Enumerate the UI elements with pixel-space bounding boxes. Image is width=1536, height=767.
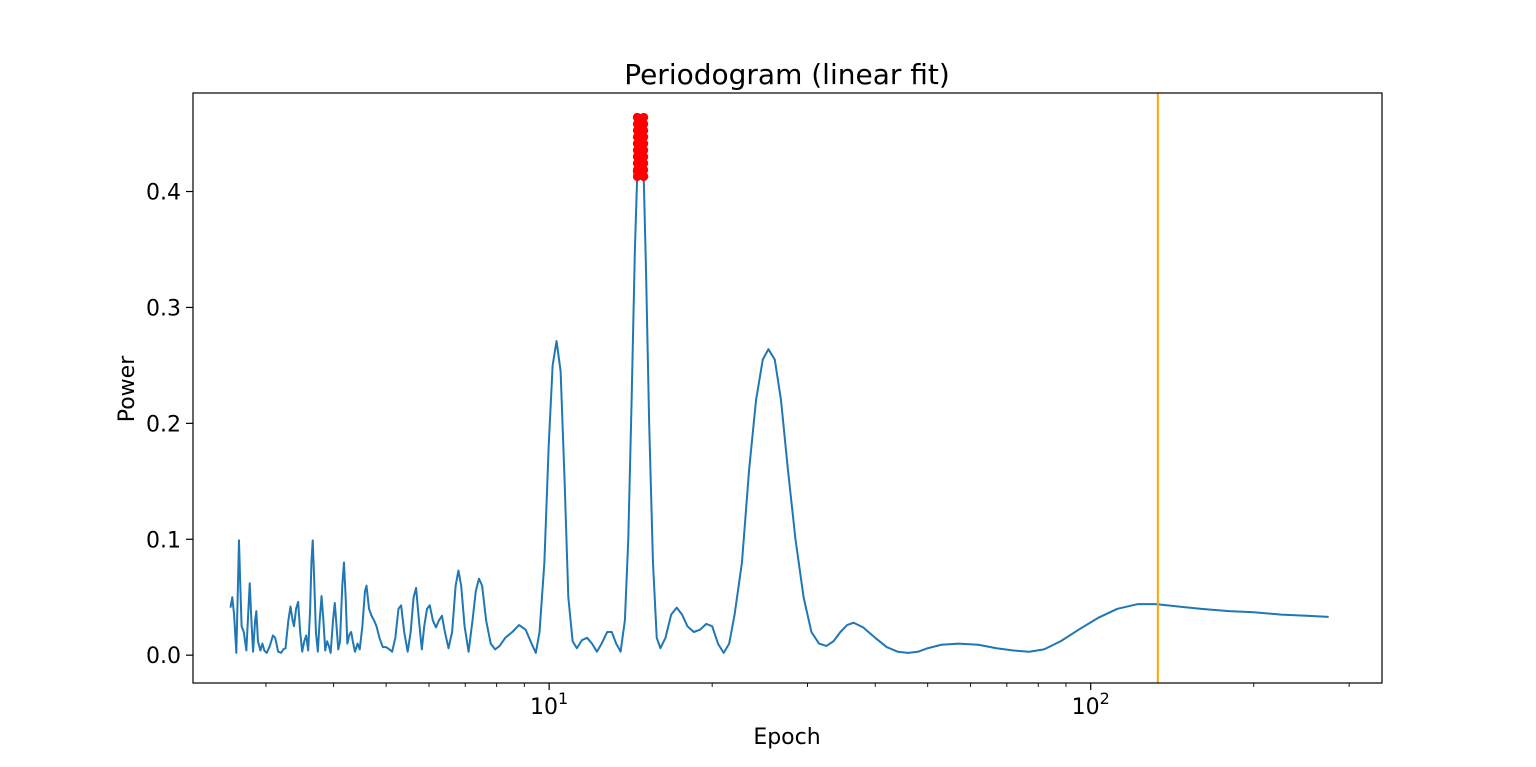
y-tick-label: 0.4 [146,181,181,206]
x-axis-label: Epoch [753,725,820,750]
axes-frame [192,92,1383,684]
y-tick-label: 0.3 [146,296,181,321]
y-axis-label: Power [115,355,140,422]
y-tick-label: 0.2 [146,412,181,437]
series-line-0 [229,115,1329,654]
axis-ticks: 0.0 0.1 0.2 0.3 0.4 101 102 [146,181,1350,720]
plot-area [229,93,1329,683]
highlight-markers [632,112,649,181]
y-tick-label: 0.0 [146,644,181,669]
x-tick-label: 101 [530,689,568,720]
highlight-point [639,112,649,122]
y-tick-label: 0.1 [146,528,181,553]
chart-title: Periodogram (linear fit) [624,58,950,91]
x-tick-label: 102 [1072,689,1110,720]
